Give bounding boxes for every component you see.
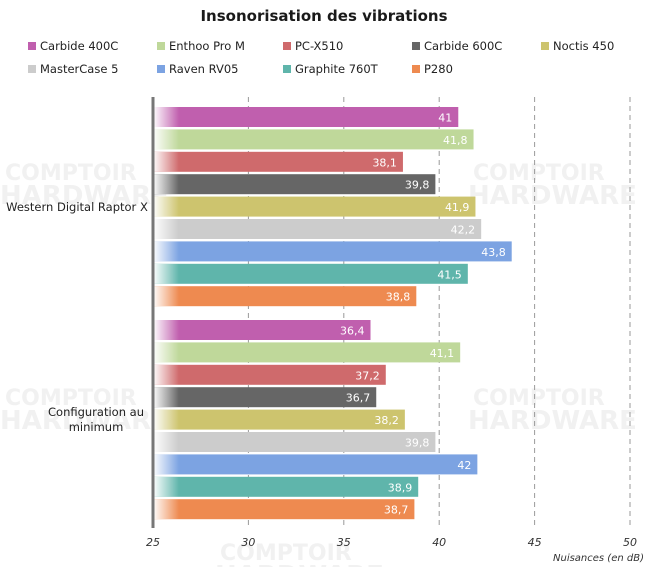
bar-value-label: 38,2 bbox=[374, 414, 399, 427]
watermark-line2: HARDWARE bbox=[215, 561, 384, 567]
x-tick-label: 45 bbox=[528, 536, 542, 549]
legend-swatch bbox=[283, 65, 291, 73]
bar-fade bbox=[153, 129, 179, 150]
bar-value-label: 36,7 bbox=[346, 392, 371, 405]
bar bbox=[153, 107, 459, 127]
bar bbox=[153, 409, 405, 430]
legend-swatch bbox=[157, 42, 165, 50]
bar-value-label: 43,8 bbox=[481, 246, 506, 259]
bars: 41 41,8 38,1 39,8 41,9 42,2 43,8 41,5 38,8 36,4 41… bbox=[153, 107, 512, 520]
legend: Carbide 400C Enthoo Pro M PC-X510 Carbide 6… bbox=[28, 39, 614, 76]
bar bbox=[153, 263, 468, 284]
legend-swatch bbox=[283, 42, 291, 50]
bar bbox=[153, 454, 478, 475]
bar-value-label: 41,1 bbox=[430, 347, 455, 360]
bar-value-label: 41 bbox=[438, 112, 452, 125]
x-tick-label: 40 bbox=[432, 536, 446, 549]
category-label: Configuration au minimum bbox=[48, 405, 144, 434]
legend-label: Carbide 400C bbox=[40, 39, 118, 53]
bar bbox=[153, 499, 415, 520]
legend-label: Carbide 600C bbox=[424, 39, 502, 53]
bar-fade bbox=[153, 364, 179, 385]
watermark-line2: HARDWARE bbox=[0, 181, 169, 211]
bar bbox=[153, 476, 419, 497]
watermark-line1: COMPTOIR bbox=[5, 161, 137, 186]
legend-swatch bbox=[157, 65, 165, 73]
bar-fade bbox=[153, 196, 179, 217]
bar bbox=[153, 129, 474, 150]
bar bbox=[153, 342, 461, 363]
x-tick-label: 30 bbox=[241, 536, 255, 549]
bar bbox=[153, 387, 377, 408]
watermarks: COMPTOIRHARDWARECOMPTOIRHARDWARECOMPTOIR… bbox=[0, 161, 637, 567]
legend-swatch bbox=[412, 42, 420, 50]
bar-value-label: 42,2 bbox=[451, 224, 476, 237]
bar-fade bbox=[153, 476, 179, 497]
x-tick-label: 35 bbox=[337, 536, 351, 549]
watermark-line1: COMPTOIR bbox=[5, 386, 137, 411]
bar bbox=[153, 241, 512, 262]
watermark-line2: HARDWARE bbox=[468, 181, 637, 211]
watermark-line2: HARDWARE bbox=[0, 406, 169, 436]
legend-label: Raven RV05 bbox=[169, 62, 238, 76]
bar-fade bbox=[153, 263, 179, 284]
bar bbox=[153, 151, 403, 172]
legend-label: Graphite 760T bbox=[295, 62, 379, 76]
bar-value-label: 39,8 bbox=[405, 179, 430, 192]
bar bbox=[153, 364, 386, 385]
watermark-line1: COMPTOIR bbox=[473, 161, 605, 186]
legend-label: MasterCase 5 bbox=[40, 62, 118, 76]
legend-swatch bbox=[541, 42, 549, 50]
bar-value-label: 38,9 bbox=[388, 481, 413, 494]
bar-fade bbox=[153, 454, 179, 475]
bar-value-label: 41,8 bbox=[443, 134, 468, 147]
x-tick-label: 50 bbox=[623, 536, 637, 549]
bar-value-label: 42 bbox=[457, 459, 471, 472]
bar-value-label: 38,8 bbox=[386, 291, 411, 304]
bar-fade bbox=[153, 286, 179, 307]
bar bbox=[153, 174, 436, 195]
legend-label: PC-X510 bbox=[295, 39, 343, 53]
x-tick-label: 25 bbox=[146, 536, 160, 549]
watermark-line1: COMPTOIR bbox=[220, 541, 352, 566]
legend-label: Noctis 450 bbox=[553, 39, 614, 53]
category-label: Western Digital Raptor X bbox=[6, 200, 148, 214]
bar-value-label: 37,2 bbox=[355, 369, 380, 382]
bar-fade bbox=[153, 320, 179, 340]
bar bbox=[153, 286, 417, 307]
bar-fade bbox=[153, 499, 179, 520]
legend-label: Enthoo Pro M bbox=[169, 39, 245, 53]
bar bbox=[153, 219, 482, 239]
legend-swatch bbox=[28, 42, 36, 50]
legend-label: P280 bbox=[424, 62, 453, 76]
bar-fade bbox=[153, 432, 179, 452]
bar bbox=[153, 320, 371, 340]
axes: 25 30 35 40 45 50 Western Digital Raptor X Conf… bbox=[6, 97, 637, 549]
legend-swatch bbox=[412, 65, 420, 73]
bar bbox=[153, 432, 436, 452]
watermark-line2: HARDWARE bbox=[468, 406, 637, 436]
bar-value-label: 38,7 bbox=[384, 504, 409, 517]
watermark-line1: COMPTOIR bbox=[473, 386, 605, 411]
bar-fade bbox=[153, 107, 179, 127]
bar-value-label: 39,8 bbox=[405, 437, 430, 450]
bar-fade bbox=[153, 151, 179, 172]
bar-value-label: 41,9 bbox=[445, 201, 470, 214]
bar-fade bbox=[153, 342, 179, 363]
bar bbox=[153, 196, 476, 217]
bar-fade bbox=[153, 241, 179, 262]
bar-fade bbox=[153, 174, 179, 195]
bar-fade bbox=[153, 387, 179, 408]
bar-fade bbox=[153, 409, 179, 430]
bar-value-label: 36,4 bbox=[340, 325, 365, 338]
bar-value-label: 38,1 bbox=[372, 156, 397, 169]
x-axis-title: Nuisances (en dB) bbox=[553, 553, 644, 564]
legend-swatch bbox=[28, 65, 36, 73]
chart-title: Insonorisation des vibrations bbox=[200, 7, 447, 25]
bar-value-label: 41,5 bbox=[437, 268, 462, 281]
bar-fade bbox=[153, 219, 179, 239]
